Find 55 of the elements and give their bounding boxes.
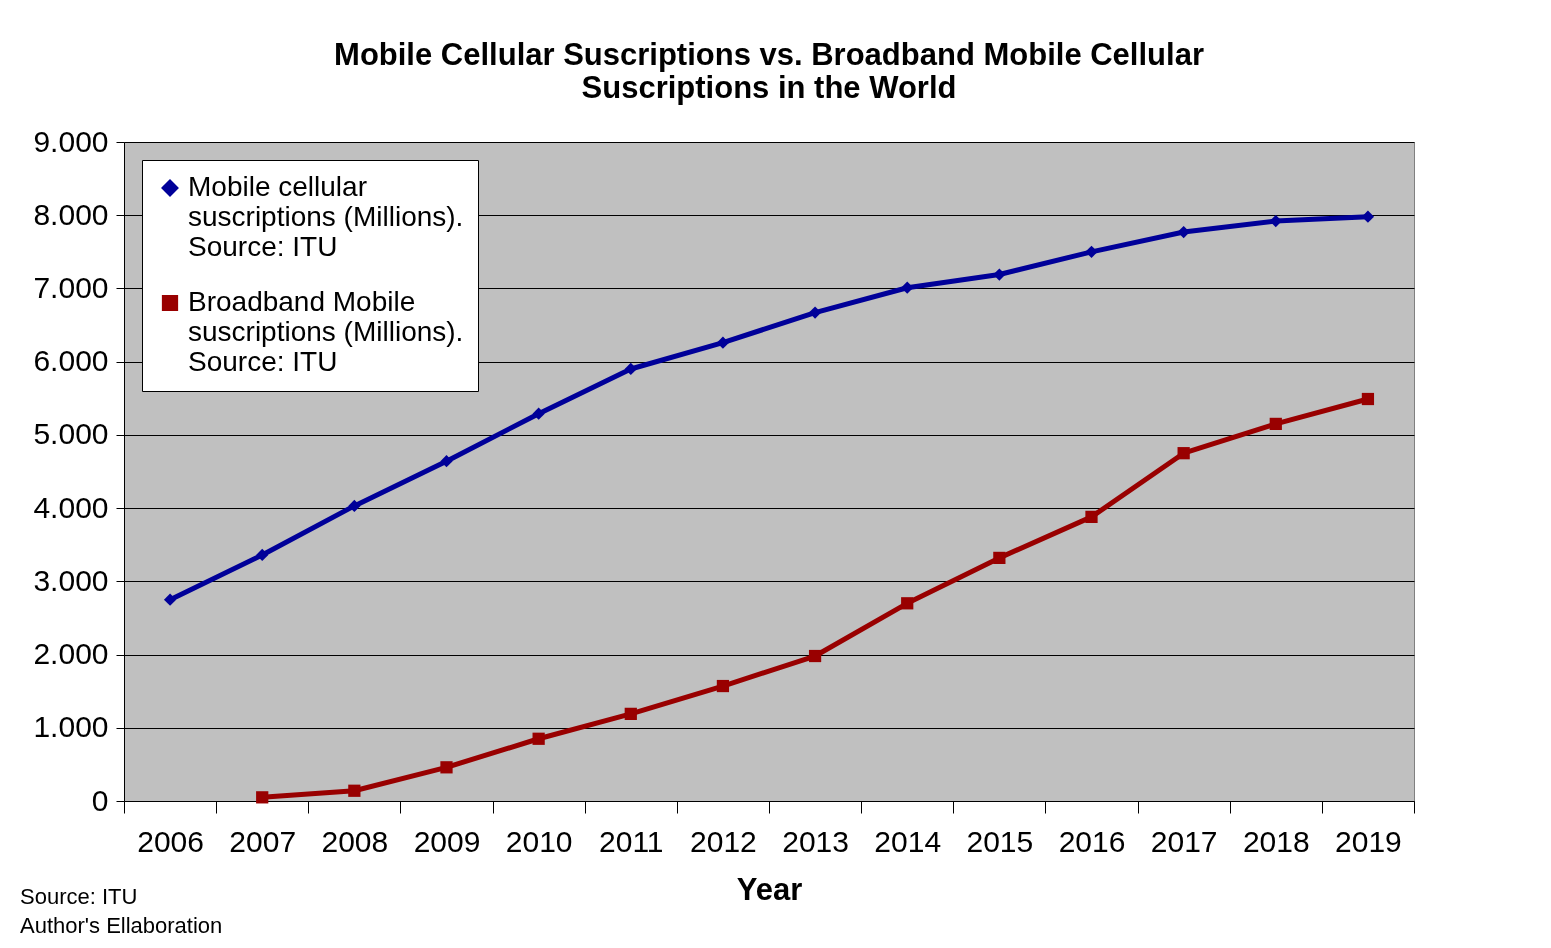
x-tick-label: 2017 — [1150, 824, 1218, 858]
source-note: Source: ITU — [20, 883, 139, 911]
point — [1177, 225, 1190, 239]
point — [532, 732, 545, 745]
x-tick-label: 2012 — [690, 824, 757, 858]
y-tick-label: 3.000 — [33, 563, 109, 597]
text: Author's Ellaboration — [20, 912, 223, 940]
y-tick-label: 2.000 — [33, 637, 109, 671]
point — [1361, 210, 1375, 223]
x-axis-title: Year — [736, 871, 803, 907]
point — [901, 597, 914, 610]
text: Mobile Cellular Suscriptions vs. Broadband Mobile Cellular — [334, 37, 1204, 72]
point — [716, 679, 730, 693]
point — [440, 761, 453, 774]
y-tick-label: 7.000 — [33, 270, 109, 304]
x-tick-label: 2015 — [966, 824, 1034, 858]
point — [440, 455, 453, 468]
point — [1269, 214, 1282, 228]
point — [1361, 392, 1375, 406]
x-tick-label: 2006 — [137, 824, 204, 858]
y-tick-label: 8.000 — [33, 197, 109, 231]
x-tick-label: 2016 — [1058, 824, 1126, 858]
point — [532, 407, 545, 420]
x-tick-label: 2010 — [505, 824, 573, 858]
x-tick-label: 2009 — [413, 824, 481, 858]
x-tick-label: 2011 — [599, 824, 664, 858]
y-tick-label: 9.000 — [33, 124, 109, 158]
point — [993, 551, 1006, 565]
y-tick-label: 4.000 — [33, 490, 109, 524]
point — [256, 548, 269, 562]
y-tick-label: 1.000 — [33, 710, 109, 744]
point — [1085, 510, 1098, 524]
point — [256, 791, 269, 804]
x-tick-label: 2019 — [1335, 824, 1402, 858]
point — [1177, 447, 1190, 460]
legend-label: Mobile cellular suscriptions (Millions). Source: ITU — [188, 171, 464, 262]
y-tick-label: 0 — [91, 783, 109, 817]
legend-label: Broadband Mobile suscriptions (Millions). Source: ITU — [188, 286, 464, 377]
x-tick-label: 2013 — [782, 824, 849, 858]
x-tick-label: 2007 — [229, 824, 297, 858]
point — [808, 649, 822, 663]
point — [163, 593, 177, 606]
point — [1085, 245, 1098, 258]
point — [624, 707, 637, 720]
point — [348, 499, 361, 513]
point — [808, 306, 822, 319]
x-tick-label: 2014 — [874, 824, 942, 858]
y-tick-label: 5.000 — [33, 417, 109, 451]
point — [624, 362, 637, 376]
point — [716, 336, 730, 349]
point — [348, 784, 361, 797]
point — [1269, 417, 1282, 431]
x-tick-label: 2008 — [321, 824, 389, 858]
y-tick-label: 6.000 — [33, 344, 109, 378]
x-tick-label: 2018 — [1242, 824, 1310, 858]
